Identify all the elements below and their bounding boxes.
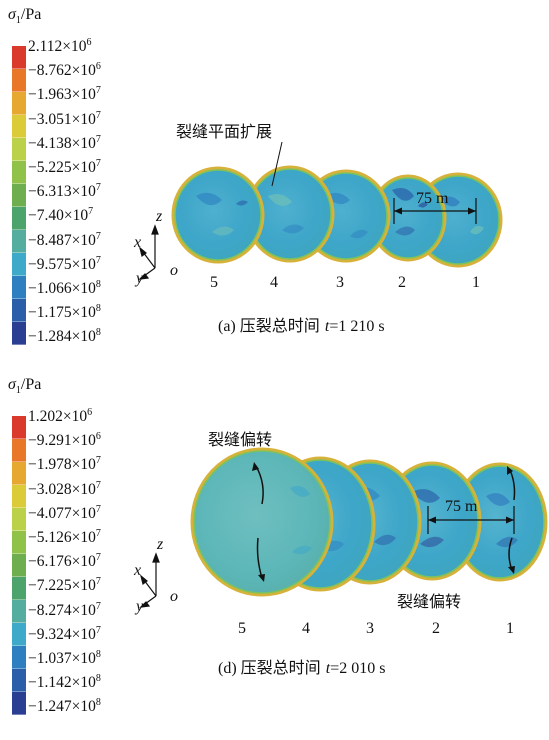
fracture-disc-4: [245, 165, 335, 263]
legend-swatch: [12, 69, 26, 92]
legend-swatch: [12, 646, 26, 669]
axis-label-o: o: [170, 262, 178, 279]
axis-triad: [138, 224, 159, 280]
legend-label: −1.037×108: [28, 649, 101, 668]
fracture-figure-a: [138, 141, 503, 280]
legend-title: σ1/Pa: [8, 376, 42, 397]
legend-swatch: [12, 46, 26, 69]
dimension-line: [393, 198, 477, 224]
legend-label: −1.963×107: [28, 85, 101, 104]
dimension-label: 75 m: [445, 498, 478, 515]
annotation-fracture-deflection-left: 裂缝偏转: [208, 430, 273, 449]
arrow-head: [252, 462, 259, 471]
fracture-number-4: 4: [302, 620, 310, 637]
fracture-disc-5: [190, 447, 334, 597]
dimension-label: 75 m: [416, 190, 449, 207]
axis-label-y: y: [136, 270, 144, 287]
legend-swatch: [12, 623, 26, 646]
fracture-number-5: 5: [210, 274, 218, 291]
color-legend-bar: [12, 416, 26, 715]
legend-label: −1.978×107: [28, 455, 101, 474]
legend-swatch: [12, 531, 26, 554]
legend-swatch: [12, 207, 26, 230]
legend-swatch: [12, 416, 26, 439]
legend-swatch: [12, 669, 26, 692]
legend-label: −4.138×107: [28, 133, 101, 152]
fracture-number-2: 2: [398, 274, 406, 291]
fracture-number-1: 1: [472, 274, 480, 291]
legend-label: −6.313×107: [28, 182, 101, 201]
legend-swatch: [12, 276, 26, 299]
legend-label: −1.284×108: [28, 327, 101, 346]
axis-label-z: z: [157, 536, 164, 553]
caption-a: (a) 压裂总时间 t=1 210 s: [218, 316, 385, 335]
legend-swatch: [12, 692, 26, 715]
axis-label-x: x: [134, 234, 142, 251]
axis-label-o: o: [170, 588, 178, 605]
annotation-leader: [271, 141, 283, 187]
arrow-head: [508, 566, 515, 574]
fracture-number-3: 3: [336, 274, 344, 291]
axis-label-y: y: [136, 598, 144, 615]
legend-label: −1.247×108: [28, 697, 101, 716]
axis-label-z: z: [156, 208, 163, 225]
fracture-figure-d: [139, 447, 548, 608]
legend-label: −1.142×108: [28, 673, 101, 692]
legend-label: −3.028×107: [28, 479, 101, 498]
legend-label: 2.112×106: [28, 37, 92, 56]
fracture-number-3: 3: [366, 620, 374, 637]
panel-d: σ1/Pa 1.202×106 −9.291×106 −1.978×107 −3.02…: [0, 372, 549, 740]
legend-swatch: [12, 230, 26, 253]
legend-label: −7.40×107: [28, 206, 94, 225]
legend-swatch: [12, 184, 26, 207]
legend-swatch: [12, 322, 26, 345]
legend-swatch: [12, 577, 26, 600]
legend-title: σ1/Pa: [8, 6, 42, 27]
legend-swatch: [12, 253, 26, 276]
legend-swatch: [12, 485, 26, 508]
panel-a: σ1/Pa 2.112×106 −8.762×106 −1.963×107 −3.05…: [8, 6, 503, 346]
arrow-head: [258, 574, 265, 582]
axis-triad: [139, 552, 160, 608]
fracture-number-4: 4: [270, 274, 278, 291]
legend-swatch: [12, 600, 26, 623]
legend-label: −9.324×107: [28, 624, 101, 643]
legend-swatch: [12, 439, 26, 462]
arrow-head: [507, 466, 513, 475]
legend-label: −1.066×108: [28, 279, 101, 298]
legend-swatch: [12, 161, 26, 184]
fracture-number-5: 5: [238, 620, 246, 637]
legend-label: −3.051×107: [28, 109, 101, 128]
legend-swatch: [12, 138, 26, 161]
legend-label: 1.202×106: [28, 407, 93, 426]
axis-label-x: x: [134, 562, 142, 579]
annotation-fracture-plane-extension: 裂缝平面扩展: [176, 122, 273, 141]
dimension-line: [427, 506, 515, 534]
color-legend-bar: [12, 46, 26, 345]
legend-swatch: [12, 115, 26, 138]
legend-label: −8.487×107: [28, 230, 101, 249]
legend-label: −8.762×106: [28, 61, 101, 80]
legend-label: −6.176×107: [28, 552, 101, 571]
legend-label: −5.126×107: [28, 528, 101, 547]
legend-label: −4.077×107: [28, 503, 101, 522]
legend-swatch: [12, 554, 26, 577]
legend-label: −5.225×107: [28, 158, 101, 177]
legend-swatch: [12, 462, 26, 485]
fracture-disc-5: [171, 166, 265, 264]
caption-d: (d) 压裂总时间 t=2 010 s: [218, 658, 386, 677]
annotation-fracture-deflection-right: 裂缝偏转: [397, 592, 462, 611]
fracture-number-2: 2: [432, 620, 440, 637]
fracture-number-1: 1: [506, 620, 514, 637]
legend-label: −7.225×107: [28, 576, 101, 595]
legend-swatch: [12, 299, 26, 322]
legend-label: −1.175×108: [28, 303, 101, 322]
legend-label: −8.274×107: [28, 600, 101, 619]
legend-label: −9.291×106: [28, 431, 101, 450]
legend-swatch: [12, 508, 26, 531]
legend-label: −9.575×107: [28, 254, 101, 273]
legend-swatch: [12, 92, 26, 115]
